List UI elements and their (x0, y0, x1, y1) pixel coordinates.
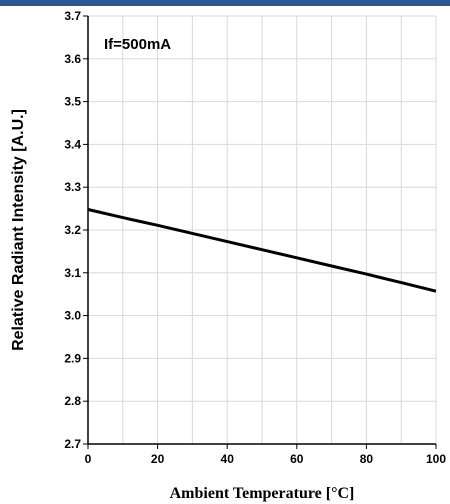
x-tick-label: 100 (426, 452, 446, 466)
x-tick-label: 80 (360, 452, 374, 466)
series (87, 208, 437, 293)
x-tick-labels: 0 20 40 60 80 100 (85, 452, 447, 466)
y-tick-label: 2.7 (64, 437, 81, 451)
y-axis-label: Relative Radiant Intensity [A.U.] (10, 109, 27, 351)
y-tick-label: 2.8 (64, 394, 81, 408)
y-tick-labels: 2.7 2.8 2.9 3.0 3.1 3.2 3.3 3.4 3.5 3.6 3.7 (64, 9, 81, 451)
y-tick-label: 3.3 (64, 180, 81, 194)
x-tick-label: 20 (151, 452, 165, 466)
y-tick-label: 3.1 (64, 266, 81, 280)
top-accent-bar (0, 0, 450, 6)
x-axis-label: Ambient Temperature [°C] (170, 485, 355, 502)
series-line (87, 208, 437, 293)
axes (83, 15, 437, 449)
y-tick-label: 3.6 (64, 52, 81, 66)
y-tick-label: 2.9 (64, 351, 81, 365)
x-tick-label: 60 (290, 452, 304, 466)
y-tick-label: 3.2 (64, 223, 81, 237)
y-tick-label: 3.0 (64, 309, 81, 323)
condition-annotation: If=500mA (104, 36, 171, 53)
y-tick-label: 3.7 (64, 9, 81, 23)
grid (87, 15, 437, 445)
y-tick-label: 3.4 (64, 137, 81, 151)
x-tick-label: 40 (221, 452, 235, 466)
y-tick-label: 3.5 (64, 95, 81, 109)
x-tick-label: 0 (85, 452, 92, 466)
